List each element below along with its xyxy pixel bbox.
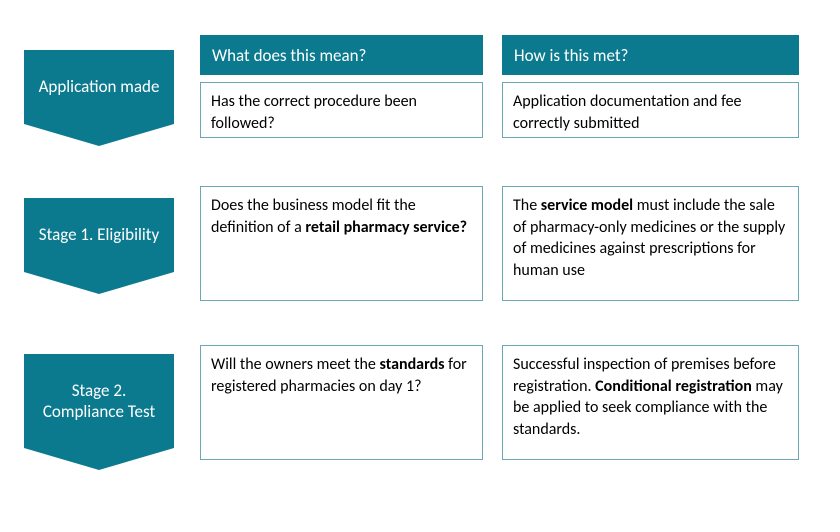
stage-label: Stage 2. Compliance Test: [32, 380, 166, 423]
stage-application-made: Application made: [24, 50, 174, 146]
stage-label: Stage 1. Eligibility: [39, 224, 159, 245]
stage-1-eligibility: Stage 1. Eligibility: [24, 198, 174, 294]
arrow-point: [24, 448, 174, 470]
flowchart-container: What does this mean? How is this met? Ap…: [0, 0, 840, 532]
arrow-point: [24, 272, 174, 294]
cell-met-0: Application documentation and fee correc…: [502, 82, 799, 138]
column-header-met: How is this met?: [502, 35, 799, 75]
cell-met-1: The service model must include the sale …: [502, 186, 799, 301]
cell-mean-2: Will the owners meet the standards for r…: [200, 345, 483, 460]
arrow-point: [24, 124, 174, 146]
cell-mean-0: Has the correct procedure been followed?: [200, 82, 483, 138]
column-header-mean: What does this mean?: [200, 35, 483, 75]
cell-met-2: Successful inspection of premises before…: [502, 345, 799, 460]
stage-2-compliance-test: Stage 2. Compliance Test: [24, 354, 174, 470]
cell-mean-1: Does the business model fit the definiti…: [200, 186, 483, 301]
stage-label: Application made: [39, 76, 160, 97]
